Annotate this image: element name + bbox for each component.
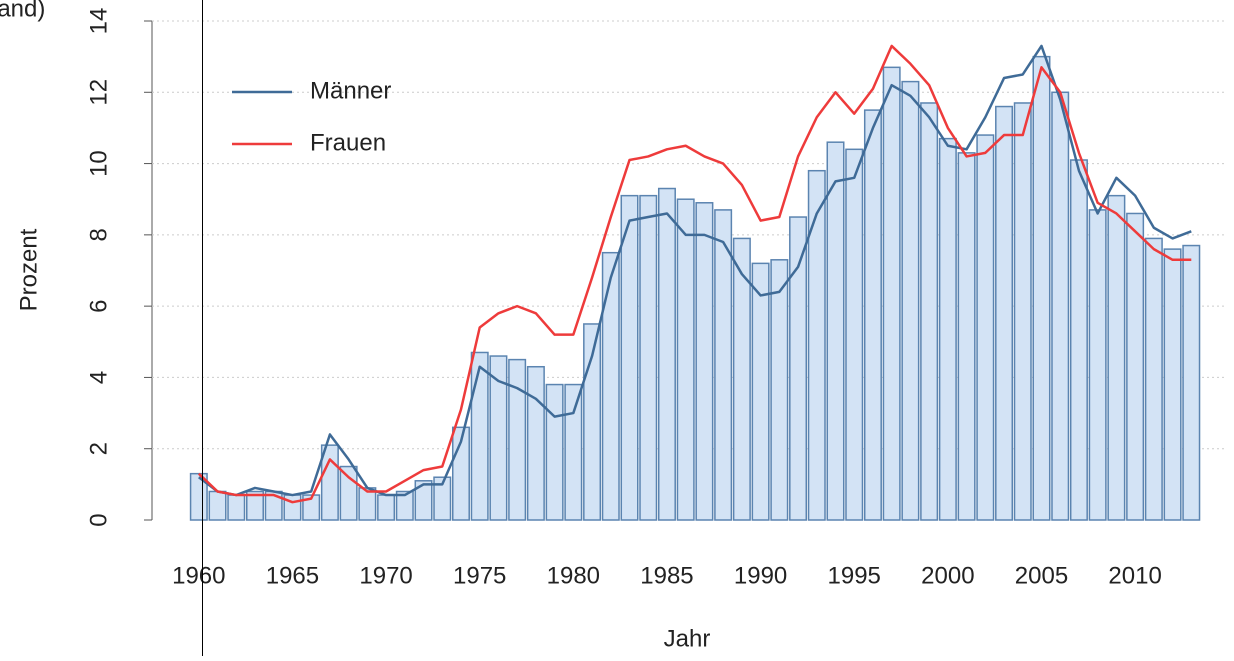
bar bbox=[639, 194, 658, 521]
bar bbox=[807, 169, 826, 521]
y-tick-label: 10 bbox=[85, 150, 112, 177]
x-tick-label: 2005 bbox=[1015, 562, 1068, 589]
bar bbox=[470, 351, 489, 521]
bar bbox=[1126, 212, 1145, 521]
bar bbox=[863, 109, 882, 521]
y-tick-label: 0 bbox=[85, 513, 112, 526]
bar bbox=[901, 80, 920, 521]
cursor-line bbox=[202, 0, 203, 656]
bar bbox=[826, 141, 845, 521]
bar bbox=[601, 251, 620, 521]
bar bbox=[1013, 102, 1032, 521]
bar bbox=[377, 494, 396, 521]
x-tick-label: 1995 bbox=[828, 562, 881, 589]
bar bbox=[1163, 248, 1182, 521]
bar bbox=[1069, 159, 1088, 521]
x-tick-label: 2000 bbox=[921, 562, 974, 589]
y-tick-label: 2 bbox=[85, 442, 112, 455]
bar bbox=[302, 494, 321, 521]
y-tick-label: 6 bbox=[85, 299, 112, 312]
x-tick-label: 1975 bbox=[453, 562, 506, 589]
chart-title: land) bbox=[0, 0, 45, 22]
bar bbox=[695, 202, 714, 521]
bar bbox=[995, 105, 1014, 521]
bar bbox=[1107, 194, 1126, 521]
y-tick-label: 8 bbox=[85, 228, 112, 241]
x-tick-label: 1970 bbox=[359, 562, 412, 589]
x-axis-label: Jahr bbox=[664, 625, 711, 652]
bar bbox=[938, 137, 957, 521]
bar bbox=[433, 476, 452, 521]
legend-label: Frauen bbox=[310, 129, 386, 156]
bar bbox=[208, 490, 227, 521]
bar bbox=[620, 194, 639, 521]
x-tick-label: 1965 bbox=[266, 562, 319, 589]
bar bbox=[882, 66, 901, 521]
bar bbox=[751, 262, 770, 521]
x-tick-label: 1990 bbox=[734, 562, 787, 589]
bar bbox=[1051, 91, 1070, 521]
bar bbox=[714, 209, 733, 521]
x-tick-label: 1985 bbox=[640, 562, 693, 589]
y-tick-label: 14 bbox=[85, 8, 112, 35]
bar bbox=[545, 383, 564, 521]
line-series bbox=[197, 44, 1192, 504]
bar bbox=[508, 358, 527, 521]
y-axis-label: Prozent bbox=[15, 228, 42, 311]
x-tick-label: 1980 bbox=[547, 562, 600, 589]
legend-label: Männer bbox=[310, 77, 391, 104]
bar bbox=[339, 465, 358, 521]
bar bbox=[845, 148, 864, 521]
bar bbox=[320, 444, 339, 521]
bar bbox=[227, 494, 246, 521]
x-tick-label: 2010 bbox=[1108, 562, 1161, 589]
bar bbox=[246, 490, 264, 521]
bar bbox=[414, 480, 433, 521]
bar bbox=[1144, 237, 1163, 521]
bar bbox=[789, 216, 808, 521]
bar bbox=[1032, 55, 1051, 521]
bar bbox=[732, 237, 751, 521]
y-tick-label: 12 bbox=[85, 79, 112, 106]
bar bbox=[564, 383, 583, 521]
bar bbox=[657, 187, 676, 521]
bar bbox=[583, 323, 602, 521]
bar bbox=[1182, 244, 1201, 521]
bar bbox=[395, 490, 414, 521]
bar bbox=[976, 134, 995, 521]
bar bbox=[957, 152, 976, 521]
bar bbox=[676, 198, 695, 521]
line-series bbox=[198, 44, 1192, 497]
bar bbox=[920, 102, 939, 521]
bar bbox=[526, 365, 545, 521]
bar bbox=[1088, 209, 1107, 521]
x-tick-label: 1960 bbox=[172, 562, 225, 589]
bar bbox=[770, 259, 789, 521]
bar bbox=[489, 355, 508, 521]
y-tick-label: 4 bbox=[85, 371, 112, 384]
